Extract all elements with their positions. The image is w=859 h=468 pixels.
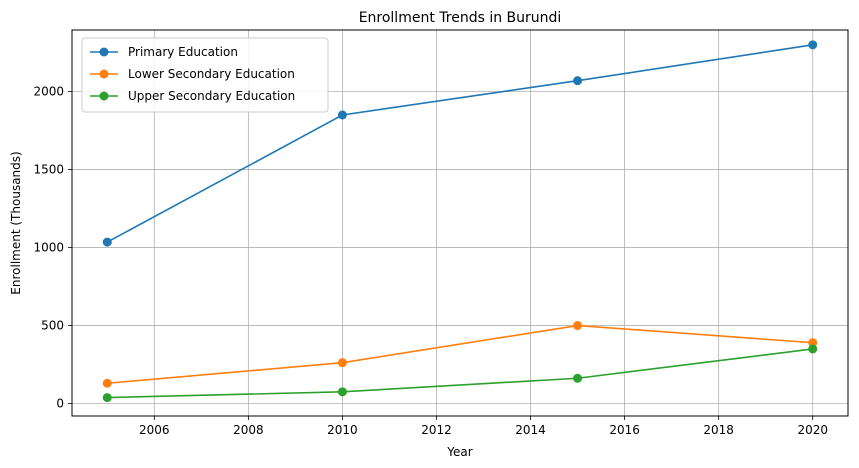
data-point <box>337 358 347 368</box>
y-tick-label: 500 <box>41 319 64 333</box>
series-line <box>107 348 813 399</box>
data-point <box>102 237 112 247</box>
legend-marker <box>99 69 109 79</box>
y-tick-label: 2000 <box>33 85 64 99</box>
series-2 <box>102 321 818 388</box>
data-point <box>337 110 347 120</box>
series-layer <box>102 40 818 403</box>
x-tick-label: 2012 <box>421 423 452 437</box>
x-axis-label: Year <box>446 445 472 459</box>
legend-marker <box>99 91 109 101</box>
plot-frame <box>71 29 849 417</box>
x-tick-label: 2014 <box>515 423 546 437</box>
y-axis-ticks: 0 500 1000 1500 2000 <box>33 85 72 411</box>
data-point <box>808 344 818 354</box>
data-point <box>573 76 583 86</box>
series-3 <box>102 344 818 403</box>
legend-label: Lower Secondary Education <box>128 67 295 81</box>
data-point <box>102 378 112 388</box>
grid-lines <box>72 30 848 416</box>
x-tick-label: 2006 <box>139 423 170 437</box>
legend-item: Upper Secondary Education <box>90 89 295 103</box>
x-axis-ticks: 2006 2008 2010 2012 2014 2016 2018 2020 <box>139 416 828 437</box>
data-point <box>808 338 818 348</box>
legend-item: Primary Education <box>90 45 238 59</box>
legend-label: Primary Education <box>128 45 238 59</box>
y-tick-label: 0 <box>56 397 64 411</box>
data-point <box>337 387 347 397</box>
chart-title: Enrollment Trends in Burundi <box>359 10 562 26</box>
x-tick-label: 2020 <box>797 423 828 437</box>
x-tick-label: 2010 <box>327 423 358 437</box>
y-tick-label: 1000 <box>33 241 64 255</box>
data-point <box>573 321 583 331</box>
data-point <box>808 40 818 50</box>
x-tick-label: 2016 <box>609 423 640 437</box>
series-line <box>107 324 813 385</box>
legend: Primary Education Lower Secondary Educati… <box>81 37 329 113</box>
y-axis-label: Enrollment (Thousands) <box>9 151 23 294</box>
legend-marker <box>99 47 109 57</box>
x-tick-label: 2008 <box>233 423 264 437</box>
legend-item: Lower Secondary Education <box>90 67 295 81</box>
series-1 <box>102 40 818 247</box>
y-tick-label: 1500 <box>33 163 64 177</box>
data-point <box>102 393 112 403</box>
x-tick-label: 2018 <box>703 423 734 437</box>
data-point <box>573 373 583 383</box>
series-line <box>106 44 813 243</box>
legend-label: Upper Secondary Education <box>128 89 295 103</box>
legend-box <box>81 37 329 113</box>
